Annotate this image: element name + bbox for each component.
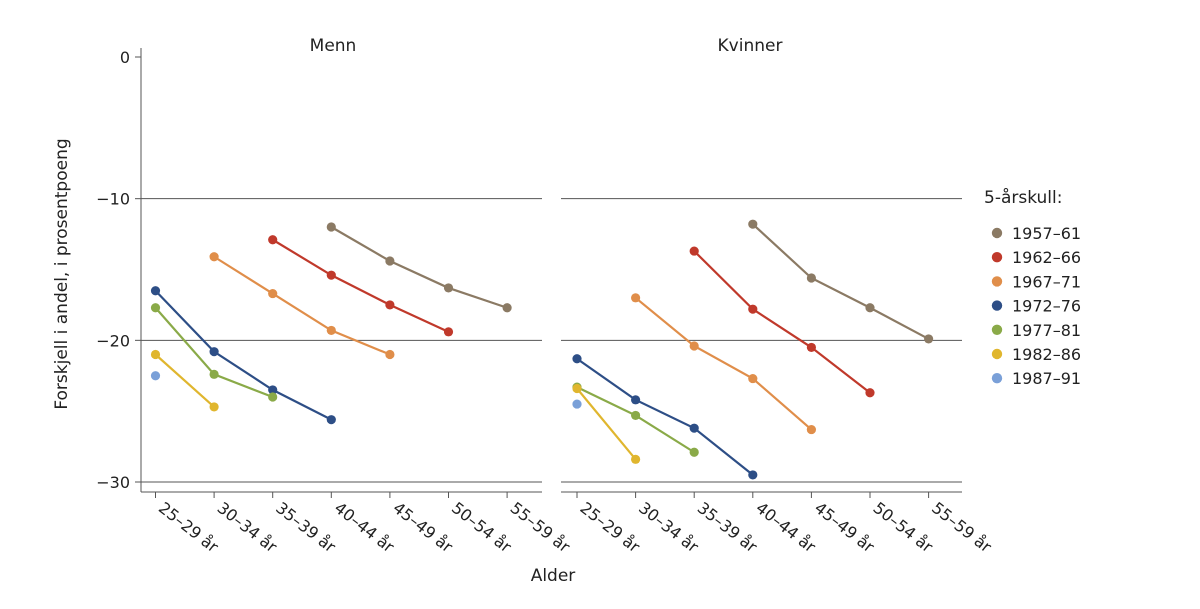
- data-point-1972–76-panel-1: [268, 385, 278, 395]
- data-point-1962–66-panel-1: [385, 300, 395, 310]
- y-axis-title: Forskjell i andel, i prosentpoeng: [52, 138, 72, 409]
- series-line-1957–61-panel-2: [752, 223, 930, 340]
- data-point-1957–61-panel-2: [748, 219, 758, 229]
- data-point-1972–76-panel-2: [748, 470, 758, 480]
- panel-title-2: Kvinner: [718, 36, 783, 56]
- series-line-1957–61-panel-1: [330, 226, 508, 309]
- data-point-1972–76-panel-1: [209, 347, 219, 357]
- data-point-1982–86-panel-2: [631, 454, 641, 464]
- data-point-1962–66-panel-1: [443, 327, 454, 337]
- legend-label: 1977–81: [1012, 321, 1081, 340]
- data-point-1967–71-panel-2: [631, 293, 641, 303]
- data-point-1962–66-panel-1: [268, 235, 278, 245]
- data-point-1977–81-panel-1: [209, 369, 219, 379]
- x-tick-label: 40–44 år: [331, 498, 398, 556]
- legend-label: 1982–86: [1012, 345, 1081, 364]
- legend-label: 1962–66: [1012, 248, 1081, 267]
- series-line-1972–76-panel-1: [154, 289, 332, 421]
- legend-marker: [991, 252, 1003, 263]
- data-point-1987–91-panel-1: [150, 371, 161, 381]
- data-point-1982–86-panel-1: [209, 402, 219, 412]
- y-tick-label: −30: [96, 473, 130, 492]
- data-point-1962–66-panel-2: [689, 246, 699, 256]
- data-point-1957–61-panel-2: [806, 273, 817, 283]
- y-tick-label: 0: [120, 48, 130, 67]
- y-tick-label: −10: [96, 190, 130, 209]
- axis-layer: [135, 48, 962, 498]
- x-tick-label: 45–49 år: [811, 498, 878, 556]
- series-layer: [150, 219, 934, 480]
- legend-marker: [991, 324, 1003, 335]
- legend-marker: [991, 227, 1003, 239]
- data-point-1962–66-panel-2: [806, 342, 817, 353]
- data-point-1972–76-panel-2: [631, 395, 641, 405]
- series-line-1982–86-panel-2: [576, 387, 637, 461]
- text-layer: Forskjell i andel, i prosentpoeng Alder …: [52, 36, 995, 586]
- legend-label: 1957–61: [1012, 224, 1081, 243]
- data-point-1962–66-panel-1: [326, 270, 336, 280]
- legend-label: 1967–71: [1012, 272, 1081, 291]
- data-point-1967–71-panel-1: [385, 349, 395, 360]
- data-point-1967–71-panel-1: [268, 288, 278, 299]
- data-point-1957–61-panel-1: [385, 256, 395, 266]
- x-tick-label: 50–54 år: [870, 498, 937, 556]
- data-point-1977–81-panel-2: [631, 410, 641, 421]
- data-point-1972–76-panel-2: [572, 354, 582, 364]
- legend: 5-årskull: 1957–61 1962–66 1967–71 1972–76 1…: [984, 187, 1081, 388]
- x-tick-label: 30–34 år: [635, 498, 702, 556]
- grid-layer: [141, 198, 962, 483]
- series-line-1982–86-panel-1: [154, 353, 215, 408]
- data-point-1957–61-panel-2: [865, 303, 875, 313]
- data-point-1977–81-panel-1: [268, 392, 278, 402]
- x-tick-label: 30–34 år: [214, 498, 281, 556]
- x-tick-label: 40–44 år: [752, 498, 819, 556]
- series-line-1967–71-panel-1: [213, 255, 391, 356]
- data-point-1957–61-panel-1: [443, 283, 454, 293]
- data-point-1972–76-panel-1: [150, 286, 161, 296]
- data-point-1957–61-panel-1: [502, 303, 512, 313]
- legend-marker: [991, 276, 1003, 287]
- x-tick-label: 55–59 år: [507, 498, 574, 556]
- data-point-1967–71-panel-2: [748, 373, 758, 384]
- x-tick-label: 25–29 år: [155, 498, 222, 556]
- data-point-1957–61-panel-1: [326, 222, 336, 232]
- data-point-1972–76-panel-2: [689, 423, 699, 433]
- data-point-1962–66-panel-2: [865, 388, 875, 398]
- data-point-1967–71-panel-1: [209, 252, 219, 262]
- x-tick-label: 35–39 år: [272, 498, 339, 556]
- y-tick-label: −20: [96, 331, 130, 350]
- x-tick-label: 45–49 år: [389, 498, 456, 556]
- series-line-1967–71-panel-2: [634, 296, 813, 431]
- x-tick-label: 35–39 år: [694, 498, 761, 556]
- legend-marker: [991, 300, 1003, 311]
- series-line-1962–66-panel-2: [693, 250, 871, 394]
- data-point-1972–76-panel-1: [326, 415, 336, 425]
- data-point-1987–91-panel-2: [572, 399, 582, 409]
- x-tick-label: 50–54 år: [448, 498, 515, 556]
- panel-title-1: Menn: [310, 36, 357, 56]
- data-point-1982–86-panel-1: [150, 349, 161, 360]
- x-tick-label: 25–29 år: [577, 498, 644, 556]
- legend-label: 1972–76: [1012, 297, 1081, 316]
- data-point-1962–66-panel-2: [748, 304, 758, 314]
- x-axis-title: Alder: [531, 566, 576, 586]
- data-point-1967–71-panel-1: [326, 325, 336, 336]
- legend-marker: [991, 373, 1003, 384]
- data-point-1967–71-panel-2: [689, 341, 699, 351]
- data-point-1977–81-panel-2: [689, 447, 699, 457]
- series-line-1962–66-panel-1: [272, 238, 449, 333]
- x-tick-label: 55–59 år: [928, 498, 995, 556]
- data-point-1957–61-panel-2: [924, 334, 934, 344]
- legend-title: 5-årskull:: [984, 187, 1062, 208]
- legend-marker: [991, 348, 1003, 360]
- data-point-1977–81-panel-1: [150, 303, 161, 313]
- data-point-1982–86-panel-2: [572, 383, 582, 394]
- legend-label: 1987–91: [1012, 369, 1081, 388]
- data-point-1967–71-panel-2: [806, 424, 817, 435]
- series-line-1972–76-panel-2: [576, 357, 754, 476]
